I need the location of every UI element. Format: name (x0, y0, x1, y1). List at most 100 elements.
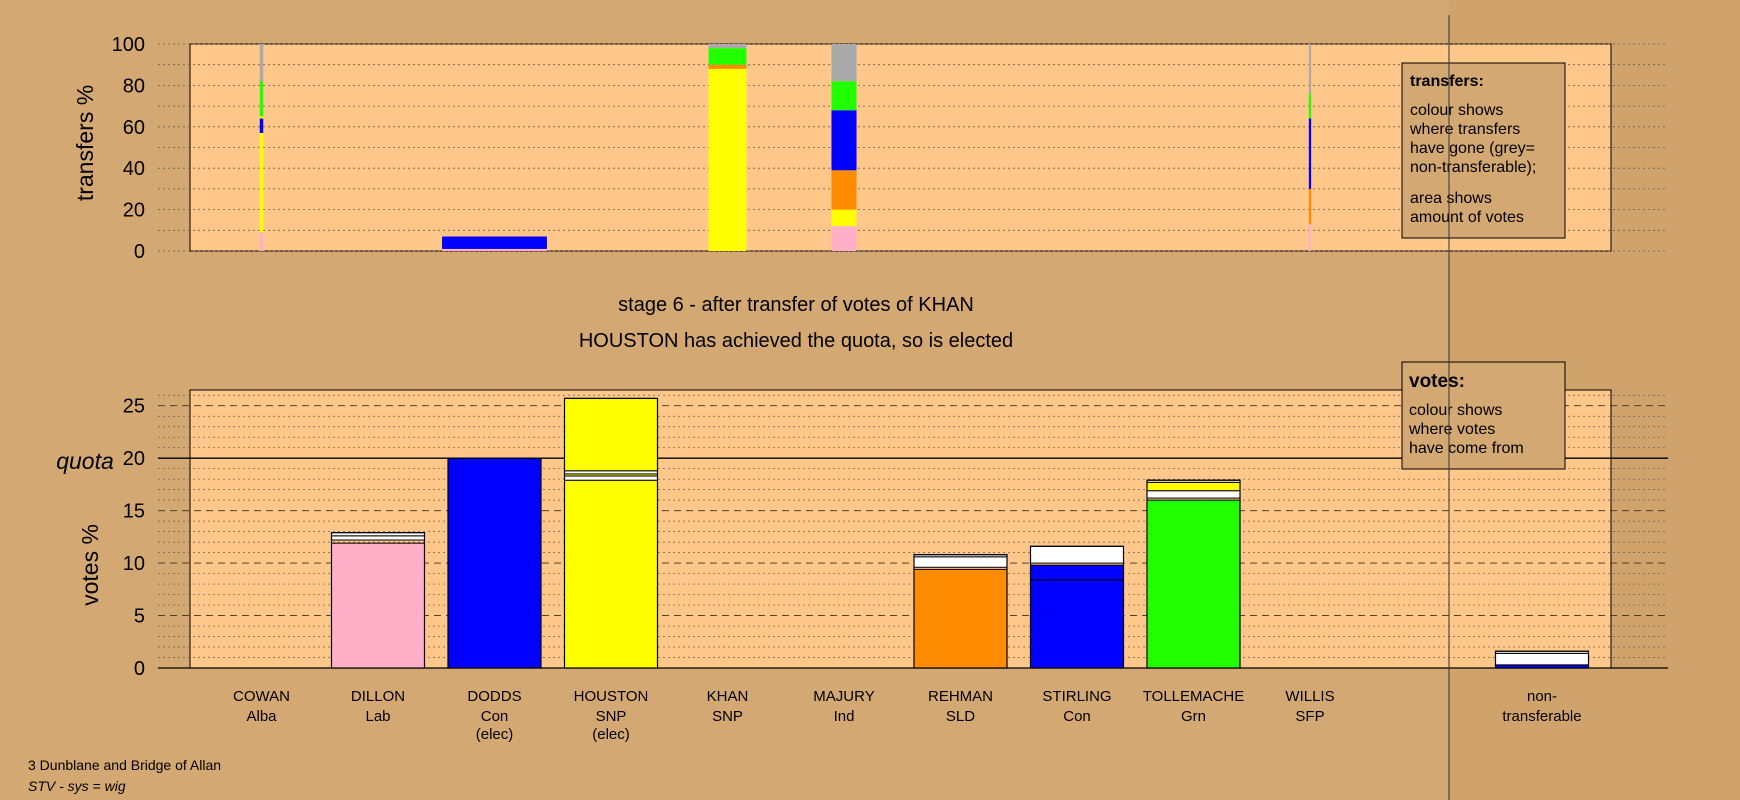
transfers-y-ticks: 0 20 40 60 80 100 (112, 34, 145, 263)
transfers-bars (259, 44, 1312, 251)
transfer-bar-segment (708, 68, 747, 251)
vote-bar-segment (564, 397, 658, 472)
votes-plot-area (189, 389, 1612, 669)
candidate-name-label: MAJURY (813, 688, 874, 705)
vote-bar-segment (331, 542, 425, 669)
transfer-bar-segment (831, 81, 857, 111)
transfer-bar-segment (1308, 188, 1312, 225)
vote-bar-outline (913, 554, 1008, 669)
transfers-legend-title: transfers: (1410, 73, 1484, 90)
candidate-party-label: SFP (1295, 708, 1324, 725)
transfers-legend-line: colour shows (1410, 102, 1503, 119)
votes-legend-line: where votes (1408, 421, 1495, 438)
stage-subtitle: HOUSTON has achieved the quota, so is el… (579, 330, 1013, 352)
votes-gridlines (158, 394, 1668, 669)
quota-label: quota (56, 448, 114, 474)
candidate-party-label: SNP (712, 708, 743, 725)
vote-bar-outline (447, 457, 542, 669)
transfers-y-tick-label: 0 (134, 241, 145, 263)
vote-bar-segment (1495, 652, 1589, 666)
candidate-name-label: DILLON (351, 688, 405, 705)
candidate-party-label: SNP (596, 708, 627, 725)
votes-y-tick-label: 25 (123, 396, 145, 418)
transfer-bar-segment (259, 116, 264, 119)
nontransferable-label: non- (1527, 688, 1557, 705)
transfer-bar-segment (259, 133, 264, 233)
transfers-gridlines (158, 43, 1668, 252)
transfers-legend-line: have gone (grey= (1410, 140, 1535, 157)
candidate-labels: COWANAlbaDILLONLabDODDSCon(elec)HOUSTONS… (233, 688, 1582, 743)
transfer-bar-segment (259, 118, 264, 134)
vote-bar-segment (1146, 490, 1241, 499)
transfers-legend: transfers: colour shows where transfers … (1401, 62, 1566, 239)
votes-y-tick-label: 10 (123, 553, 145, 575)
transfer-bar-segment (1308, 93, 1312, 119)
candidate-name-label: COWAN (233, 688, 290, 705)
candidate-status-label: (elec) (476, 726, 514, 743)
system-label: STV - sys = wig (28, 778, 126, 794)
votes-y-tick-label: 0 (134, 658, 145, 680)
candidate-party-label: Ind (834, 708, 855, 725)
transfer-bar-segment (831, 209, 857, 227)
transfer-bar-segment (1308, 118, 1312, 189)
transfer-bar-segment (442, 236, 547, 249)
transfer-bar-segment (1308, 44, 1312, 94)
votes-legend-title: votes: (1409, 371, 1465, 392)
transfer-bar-segment (831, 44, 857, 82)
vote-bar-segment (1030, 579, 1124, 669)
candidate-name-label: REHMAN (928, 688, 993, 705)
constituency-label: 3 Dunblane and Bridge of Allan (28, 757, 221, 773)
votes-legend: votes: colour shows where votes have com… (1401, 361, 1566, 470)
vote-bar-outline (1146, 479, 1241, 669)
votes-legend-line: colour shows (1409, 402, 1502, 419)
transfer-bar-segment (831, 170, 857, 210)
candidate-party-label: Con (481, 708, 509, 725)
transfers-y-tick-label: 100 (112, 34, 145, 56)
candidate-name-label: TOLLEMACHE (1143, 688, 1244, 705)
vote-bar-outline (330, 532, 426, 669)
candidate-party-label: Con (1063, 708, 1091, 725)
vote-bar-segment (564, 475, 658, 481)
candidate-party-label: Grn (1181, 708, 1206, 725)
vote-bar-segment (1146, 499, 1241, 669)
votes-y-tick-label: 5 (134, 606, 145, 628)
candidate-name-label: STIRLING (1042, 688, 1111, 705)
candidate-status-label: (elec) (592, 726, 630, 743)
candidate-party-label: SLD (946, 708, 975, 725)
transfers-legend-line: amount of votes (1410, 209, 1524, 226)
transfer-bar-segment (259, 232, 264, 251)
transfers-y-axis-label: transfers % (72, 85, 98, 201)
vote-bar-outline (1494, 650, 1590, 669)
transfers-legend-line: area shows (1410, 190, 1492, 207)
transfer-bar-segment (259, 81, 264, 117)
vote-bar-outline (1029, 545, 1125, 669)
transfer-bar-segment (1308, 224, 1312, 251)
votes-y-tick-label: 15 (123, 501, 145, 523)
transfers-y-tick-label: 20 (123, 200, 145, 222)
transfer-bar-segment (708, 44, 747, 49)
vote-bar-segment (331, 535, 425, 541)
transfer-bar-segment (708, 48, 747, 65)
candidate-name-label: KHAN (707, 688, 749, 705)
votes-bars (330, 397, 1590, 669)
transfers-y-tick-label: 60 (123, 117, 145, 139)
vote-bar-segment (564, 479, 658, 669)
vote-bar-segment (447, 457, 542, 669)
candidate-name-label: WILLIS (1285, 688, 1334, 705)
candidate-party-label: Alba (246, 708, 277, 725)
transfer-bar-segment (708, 64, 747, 69)
nontransferable-label: transferable (1502, 708, 1581, 725)
votes-y-ticks: 0 5 10 15 20 25 (123, 396, 145, 680)
transfers-y-tick-label: 40 (123, 158, 145, 180)
candidate-name-label: DODDS (467, 688, 521, 705)
transfers-legend-line: where transfers (1409, 121, 1520, 138)
transfers-legend-line: non-transferable); (1410, 159, 1536, 176)
transfers-y-tick-label: 80 (123, 75, 145, 97)
transfer-bar-segment (259, 44, 264, 82)
votes-plot (189, 389, 1612, 669)
stage-title: stage 6 - after transfer of votes of KHA… (618, 294, 974, 316)
vote-bar-segment (1030, 545, 1124, 564)
transfer-bar-segment (831, 226, 857, 251)
vote-bar-segment (1146, 481, 1241, 492)
